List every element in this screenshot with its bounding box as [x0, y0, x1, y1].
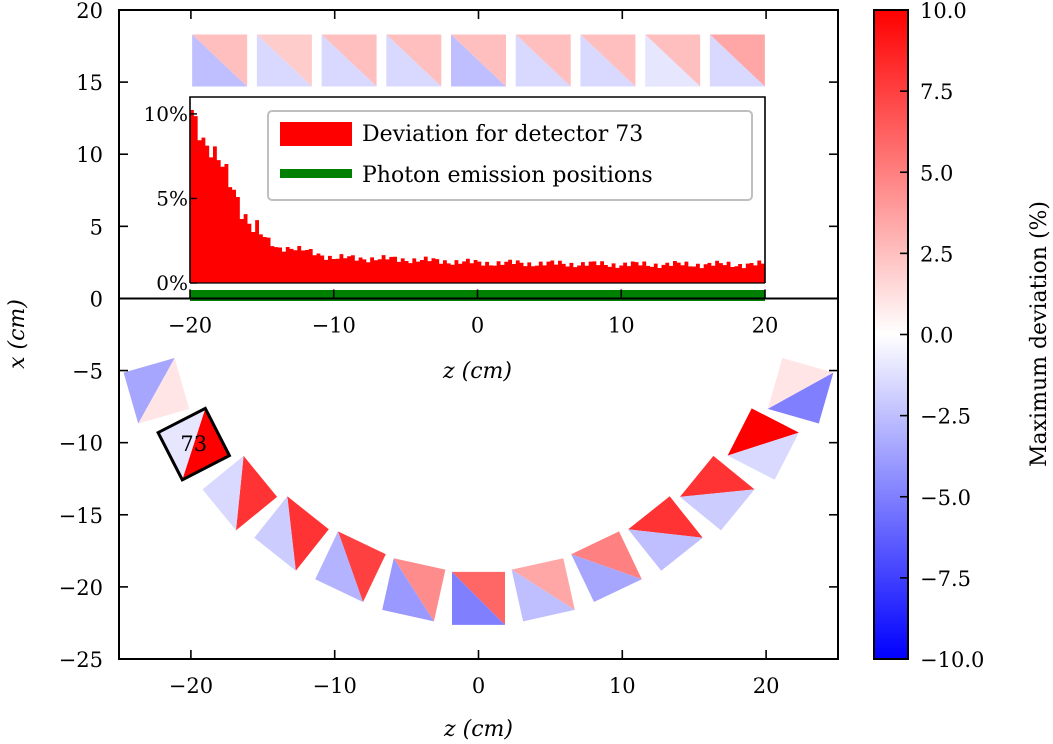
- colorbar-tick-label: 0.0: [920, 324, 953, 348]
- legend-label-emission: Photon emission positions: [362, 163, 653, 188]
- detector-ring-9-b: [628, 529, 703, 571]
- colorbar-label: Maximum deviation (%): [1027, 201, 1052, 467]
- main-y-axis-label: x (cm): [5, 299, 30, 369]
- detector-ring-5-a: [393, 558, 446, 622]
- detector-top-7-lower: [645, 34, 701, 87]
- colorbar-tick-label: −5.0: [920, 486, 971, 510]
- legend-box: [267, 110, 753, 201]
- inset-plot: 0% 5% 10% −20 −10 0 10 20 z (cm) Deviation for de…: [119, 96, 838, 384]
- inset-x-axis-label: z (cm): [442, 359, 512, 384]
- inset-y-tick-label: 0%: [156, 271, 188, 295]
- colorbar-tick-label: 10.0: [920, 0, 967, 23]
- main-y-tick-label: 10: [76, 143, 103, 167]
- detector-73-label: 73: [180, 432, 207, 456]
- detector-ring-12-a: [767, 358, 834, 409]
- inset-x-tick-label: −20: [168, 313, 212, 337]
- detector-ring-4-b: [315, 531, 363, 602]
- main-x-axis-label: z (cm): [443, 717, 513, 742]
- inset-y-tick-label: 5%: [156, 186, 188, 210]
- colorbar-tick-label: 5.0: [920, 161, 953, 185]
- detector-ring-10-a: [679, 455, 755, 497]
- inset-frame: [189, 96, 766, 283]
- legend-swatch-deviation: [280, 122, 352, 146]
- colorbar-tick-label: −2.5: [920, 405, 971, 429]
- detector-top-2-lower: [321, 34, 377, 87]
- main-x-tick-label: 20: [753, 674, 780, 698]
- detector-ring-0-b: [123, 358, 175, 424]
- detector-ring-8-a: [571, 531, 642, 580]
- detector-ring-2-a: [236, 455, 278, 531]
- detector-73-outline: [156, 406, 232, 482]
- main-y-tick-label: 15: [76, 71, 103, 95]
- main-y-tick-label: −15: [59, 504, 103, 528]
- detector-top-5-lower: [515, 34, 571, 87]
- detector-ring-5-b: [382, 558, 434, 622]
- main-y-tick-label: 5: [90, 215, 103, 239]
- detector-ring-3-b: [254, 496, 296, 571]
- detector-top-6-lower: [580, 34, 636, 87]
- detector-ring-1-a: [182, 408, 230, 480]
- legend-swatch-emission: [280, 169, 352, 178]
- main-x-tick-label: −20: [169, 674, 213, 698]
- inset-x-tick-label: 0: [471, 313, 484, 337]
- detector-ring-6-b: [452, 571, 505, 625]
- detector-top-3-lower: [386, 34, 442, 87]
- main-y-tick-label: 0: [90, 287, 103, 311]
- detector-ring-0-a: [138, 358, 190, 424]
- detector-ring-12-b: [767, 372, 834, 424]
- detector-ring-4-a: [338, 531, 386, 602]
- detector-ring-1-b: [158, 408, 206, 480]
- colorbar-tick-label: 2.5: [920, 242, 953, 266]
- inset-x-tick-label: 20: [752, 313, 779, 337]
- detector-top-8-lower: [709, 34, 765, 87]
- detector-ring-7-b: [511, 569, 575, 622]
- main-x-tick-label: 0: [472, 674, 485, 698]
- inset-x-tick-label: −10: [312, 313, 356, 337]
- main-plot: 73 −20 −10 0 10 20 −25 −20 −15 −10 −5 0 5 10 15 20 z (cm…: [5, 0, 839, 742]
- detector-ring-9-a: [628, 496, 703, 538]
- detector-ring-10-b: [679, 489, 755, 531]
- colorbar: 10.0 7.5 5.0 2.5 0.0 −2.5 −5.0 −7.5 −10.0 Maximum…: [873, 0, 1052, 672]
- detector-ring-7-a: [511, 558, 575, 610]
- detector-top-1-lower: [256, 34, 312, 87]
- detector-top-0-lower: [192, 34, 248, 87]
- colorbar-tick-label: −7.5: [920, 567, 971, 591]
- main-y-tick-label: −25: [59, 648, 103, 672]
- colorbar-tick-label: 7.5: [920, 80, 953, 104]
- detector-ring-8-b: [571, 554, 642, 602]
- main-y-tick-label: −20: [59, 576, 103, 600]
- colorbar-tick-label: −10.0: [920, 648, 984, 672]
- inset-x-tick-label: 10: [608, 313, 635, 337]
- main-x-tick-label: 10: [609, 674, 636, 698]
- detector-top-4-lower: [451, 34, 506, 87]
- inset-histogram-bars: [190, 109, 765, 283]
- main-x-tick-label: −10: [313, 674, 357, 698]
- detector-ring-11-b: [727, 432, 799, 480]
- main-y-tick-label: −10: [59, 432, 103, 456]
- detector-ring-2-b: [202, 455, 244, 531]
- inset-y-tick-label: 10%: [144, 102, 188, 126]
- legend-label-deviation: Deviation for detector 73: [362, 122, 643, 147]
- main-y-tick-label: 20: [76, 0, 103, 23]
- detector-ring-11-a: [727, 408, 799, 456]
- main-y-tick-label: −5: [72, 360, 103, 384]
- detector-ring-3-a: [287, 496, 329, 571]
